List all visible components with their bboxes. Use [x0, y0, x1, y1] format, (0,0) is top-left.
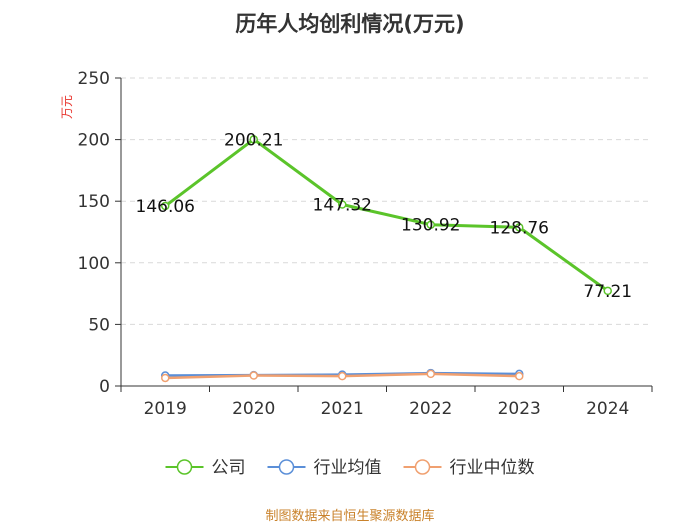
x-tick-label: 2019 [144, 399, 187, 419]
legend-marker-icon [414, 459, 431, 475]
legend[interactable]: 公司 行业均值 行业中位数 [165, 458, 535, 478]
data-label: 130.92 [401, 216, 460, 236]
data-point [161, 201, 170, 211]
chart-title: 历年人均创利情况(万元) [235, 12, 464, 36]
data-label: 128.76 [490, 218, 549, 238]
data-labels: 146.06 200.21 147.32 130.92 128.76 77.21 [136, 130, 633, 302]
y-tick-label: 0 [99, 377, 110, 397]
source-note: 制图数据来自恒生聚源数据库 [265, 508, 434, 524]
y-tick-label: 200 [78, 131, 110, 151]
data-point [426, 220, 435, 229]
data-point [249, 135, 258, 144]
series-lines [161, 135, 612, 383]
legend-item-1[interactable]: 行业均值 [267, 458, 382, 478]
y-tick-label: 100 [78, 254, 110, 274]
y-axis-label: 万元 [60, 95, 74, 119]
series-2 [161, 369, 524, 383]
x-tick-label: 2023 [498, 399, 541, 419]
x-tick-label: 2022 [409, 399, 452, 419]
x-tick-label: 2024 [586, 399, 629, 419]
x-tick-label: 2020 [232, 399, 275, 419]
legend-label: 公司 [212, 458, 246, 478]
data-label: 147.32 [313, 196, 372, 216]
y-tick-label: 50 [88, 315, 110, 335]
legend-item-2[interactable]: 行业中位数 [403, 458, 535, 478]
grid [121, 77, 652, 325]
y-tick-label: 250 [78, 69, 110, 89]
legend-item-0[interactable]: 公司 [165, 458, 246, 478]
x-tick-label: 2021 [321, 399, 364, 419]
data-point [426, 369, 435, 379]
data-point [338, 200, 347, 209]
data-point [515, 223, 524, 232]
data-point [338, 371, 347, 381]
series-0 [161, 135, 612, 296]
data-point [161, 373, 170, 383]
data-label: 77.21 [583, 282, 632, 302]
y-tick-label: 150 [78, 192, 110, 212]
legend-label: 行业均值 [314, 458, 382, 478]
legend-marker-icon [176, 459, 193, 475]
data-point [603, 286, 612, 296]
data-point [249, 371, 258, 380]
series-line [163, 137, 610, 293]
data-label: 146.06 [136, 197, 195, 217]
data-label: 200.21 [224, 130, 283, 150]
legend-label: 行业中位数 [450, 458, 535, 478]
legend-marker-icon [278, 459, 295, 475]
data-point [515, 371, 524, 381]
axes: 0 50 100 150 200 250 2019 2020 2021 2022 2023 2024 [78, 69, 653, 419]
